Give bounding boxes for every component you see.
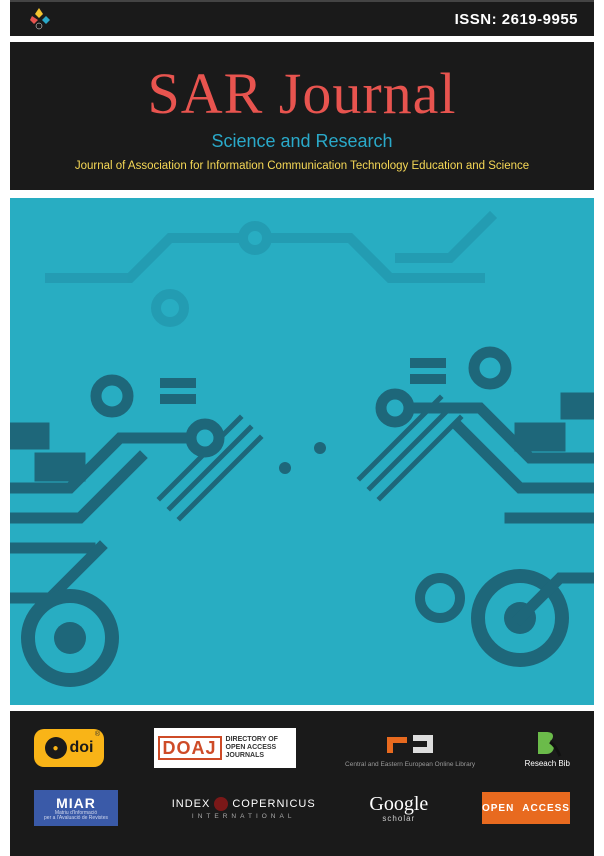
doi-logo: ● doi ® [34, 725, 104, 771]
scholar-text: scholar [382, 814, 415, 823]
researchbib-logo: Reseach Bib [525, 725, 570, 771]
google-text: Google [369, 793, 428, 816]
doi-icon: ● [45, 737, 67, 759]
oa-access-text: ACCESS [522, 803, 570, 814]
doaj-main-text: DOAJ [158, 736, 222, 760]
google-scholar-logo: Google scholar [369, 785, 428, 831]
indexing-logos-bar: ● doi ® DOAJ DIRECTORY OF OPEN ACCESS JO… [10, 711, 594, 856]
journal-header: SAR Journal Science and Research Journal… [10, 42, 594, 190]
icop-text-index: INDEX [172, 798, 211, 810]
journal-subtitle: Science and Research [211, 131, 392, 152]
publisher-logo-icon [26, 6, 52, 32]
doi-text: doi [70, 739, 94, 757]
miar-main-text: MIAR [56, 795, 96, 811]
miar-sub-text: Matriu d'Informació per a l'Avaluació de… [44, 811, 108, 822]
icop-sub-text: INTERNATIONAL [192, 813, 296, 820]
index-copernicus-logo: INDEX COPERNICUS INTERNATIONAL [172, 785, 316, 831]
ceeol-caption: Central and Eastern European Online Libr… [345, 761, 475, 768]
ceeol-logo: Central and Eastern European Online Libr… [345, 725, 475, 771]
open-access-logo: OPEN ACCESS [482, 785, 570, 831]
doaj-logo: DOAJ DIRECTORY OF OPEN ACCESS JOURNALS [154, 725, 296, 771]
logo-row-1: ● doi ® DOAJ DIRECTORY OF OPEN ACCESS JO… [34, 725, 570, 771]
researchbib-caption: Reseach Bib [525, 759, 570, 768]
ceeol-icon [379, 729, 441, 759]
logo-row-2: MIAR Matriu d'Informació per a l'Avaluac… [34, 785, 570, 831]
doaj-sub-text: DIRECTORY OF OPEN ACCESS JOURNALS [226, 736, 278, 759]
globe-icon [214, 797, 228, 811]
cover-art [10, 198, 594, 705]
researchbib-icon [532, 728, 562, 758]
journal-tagline: Journal of Association for Information C… [75, 160, 529, 172]
issn-label: ISSN: 2619-9955 [455, 11, 578, 28]
icop-text-copernicus: COPERNICUS [232, 798, 315, 810]
journal-title: SAR Journal [147, 60, 456, 127]
oa-open-text: OPEN [482, 803, 514, 814]
top-bar: ISSN: 2619-9955 [10, 0, 594, 36]
miar-logo: MIAR Matriu d'Informació per a l'Avaluac… [34, 785, 118, 831]
